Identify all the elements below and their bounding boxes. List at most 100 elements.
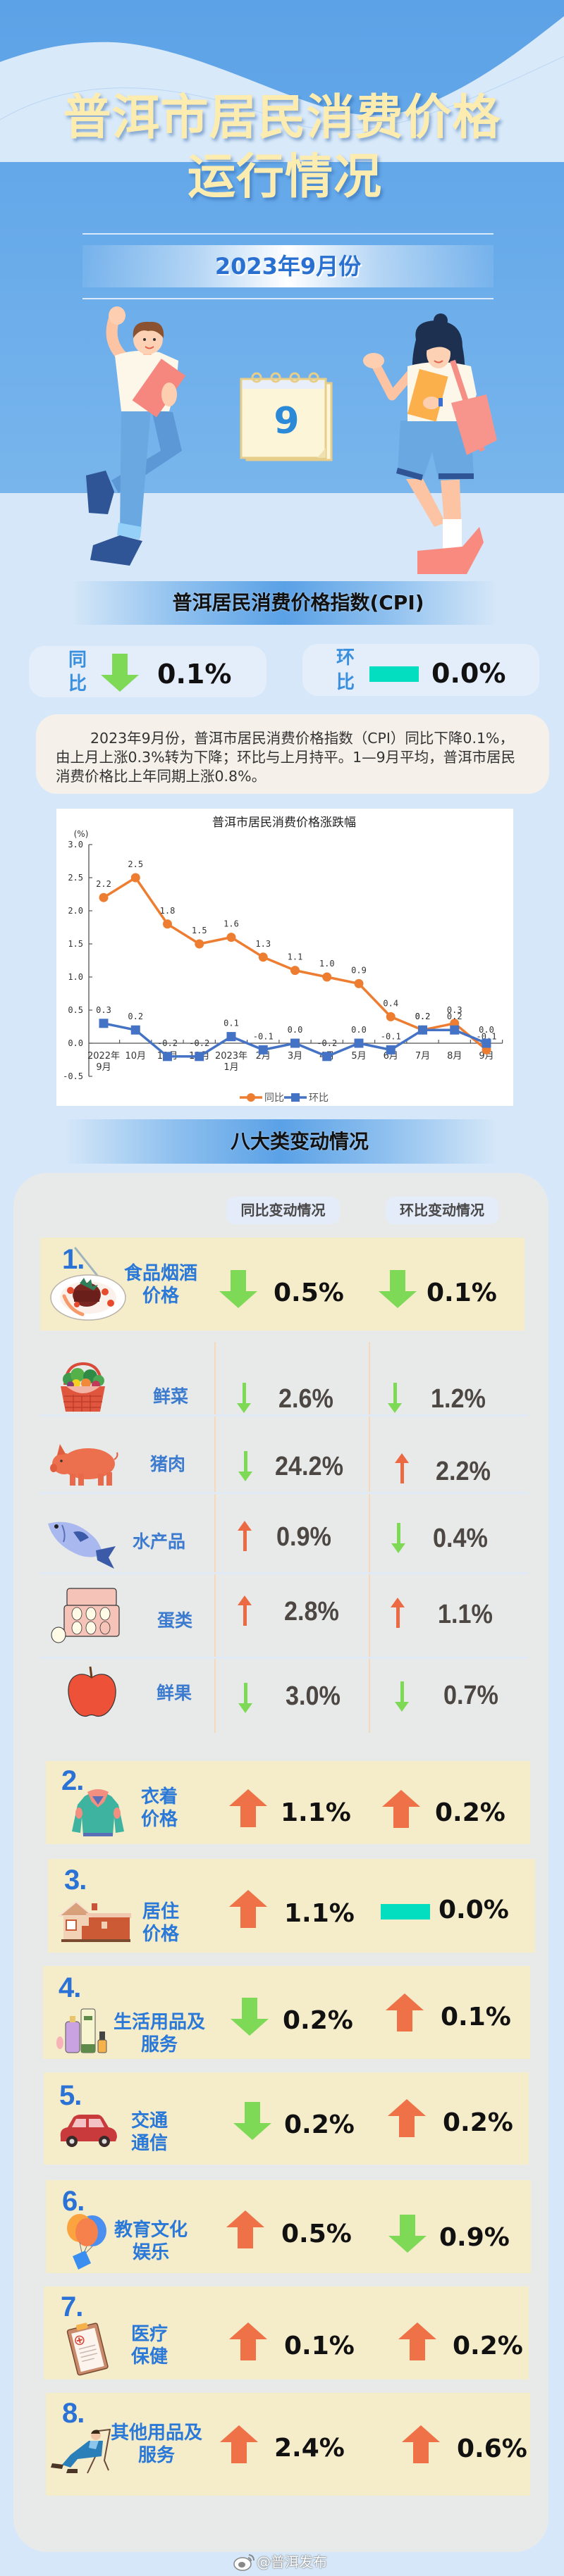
chart-data-label: 0.0 — [351, 1025, 367, 1035]
chart-point-circle — [386, 1012, 396, 1021]
yoy-value: 0.2% — [284, 2110, 355, 2139]
house-icon — [58, 1900, 131, 1942]
chart-point-square — [450, 1025, 460, 1035]
chart-data-label: 0.2 — [415, 1012, 431, 1021]
yoy-arrow-icon — [238, 1595, 252, 1626]
category-label-line2: 服务 — [137, 2445, 175, 2466]
mom-arrow-icon — [379, 1270, 417, 1308]
wave-decoration — [0, 16, 564, 162]
category-index: 6. — [62, 2186, 85, 2217]
chart-data-label: -0.1 — [253, 1031, 274, 1041]
chart-data-label: 0.9 — [351, 965, 367, 975]
chart-frame — [56, 809, 513, 1106]
chart-point-square — [418, 1025, 427, 1035]
mom-arrow-icon — [402, 2425, 440, 2463]
category-label-line2: 服务 — [140, 2034, 178, 2055]
row-divider — [40, 1657, 528, 1659]
chart-y-tick-label: -0.5 — [63, 1071, 83, 1081]
mom-arrow-icon — [388, 1383, 403, 1413]
yoy-arrow-icon — [229, 2322, 267, 2360]
yoy-arrow-icon — [238, 1683, 253, 1713]
category-index: 5. — [59, 2080, 82, 2111]
mom-arrow-icon — [388, 2099, 426, 2137]
cpi-mom-label-top: 环 — [336, 647, 355, 668]
chart-y-tick-label: 1.0 — [68, 972, 83, 982]
chart-y-tick-label: 1.5 — [68, 939, 83, 949]
category-label: 衣着 价格 — [106, 1786, 212, 1831]
chart-point-square — [482, 1038, 491, 1048]
yoy-value: 0.1% — [284, 2332, 355, 2360]
category-label-line2: 价格 — [142, 1286, 179, 1307]
chart-data-label: 2.2 — [96, 879, 111, 889]
cpi-summary-text: 2023年9月份，普洱市居民消费价格指数（CPI）同比下降0.1%，由上月上涨0… — [36, 714, 549, 794]
column-header-yoy: 同比变动情况 — [226, 1197, 340, 1224]
chart-x-tick-label: 1月 — [223, 1062, 238, 1073]
mom-value: 0.1% — [441, 2003, 511, 2031]
mom-value: 0.9% — [439, 2223, 510, 2252]
chart-y-tick-label: 2.0 — [68, 906, 83, 916]
mom-value: 0.0% — [439, 1896, 509, 1924]
chart-data-label: 1.8 — [160, 906, 176, 916]
mom-value: 0.6% — [457, 2434, 527, 2463]
chart-data-label: 1.1 — [288, 952, 303, 962]
egg-carton-icon — [51, 1588, 120, 1643]
row-divider — [40, 1572, 528, 1574]
subitem-label: 鲜果 — [157, 1683, 192, 1703]
mom-arrow-icon — [386, 1993, 424, 2031]
column-header-mom: 环比变动情况 — [386, 1197, 498, 1224]
chart-data-label: 0.4 — [383, 998, 398, 1008]
chart-data-label: -0.2 — [157, 1038, 178, 1048]
category-index: 2. — [61, 1765, 84, 1796]
mom-value: 0.7% — [443, 1681, 498, 1710]
fish-icon — [48, 1522, 116, 1569]
category-label: 生活用品及 服务 — [106, 2011, 212, 2056]
calendar-month: 9 — [274, 400, 300, 442]
cpi-yoy-arrow-icon — [101, 654, 139, 692]
yoy-value: 2.4% — [274, 2434, 345, 2463]
mom-arrow-icon — [388, 2215, 427, 2253]
category-label-line1: 交通 — [130, 2110, 168, 2132]
category-index: 1. — [62, 1244, 85, 1275]
column-divider — [214, 1342, 216, 1733]
mom-arrow-icon — [382, 1790, 420, 1828]
category-label-line1: 教育文化 — [114, 2220, 188, 2241]
category-label-line2: 娱乐 — [132, 2242, 169, 2263]
chart-point-circle — [258, 952, 268, 962]
period-banner: 2023年9月份 — [82, 245, 494, 287]
category-label-line2: 通信 — [130, 2133, 168, 2154]
subitem-label: 鲜菜 — [153, 1386, 189, 1407]
category-label-line2: 价格 — [142, 1924, 179, 1945]
mom-value: 0.2% — [435, 1798, 505, 1827]
category-row-education — [46, 2180, 531, 2273]
chart-legend-label: 环比 — [309, 1093, 329, 1104]
chart-data-label: -0.1 — [477, 1031, 497, 1041]
yoy-arrow-icon — [229, 1789, 267, 1827]
chart-data-label: 0.1 — [223, 1019, 239, 1028]
chart-x-tick-label: 2023年 — [215, 1051, 247, 1062]
category-row-other — [46, 2393, 530, 2496]
yoy-value: 0.5% — [274, 1278, 344, 1307]
clipboard-icon — [66, 2322, 109, 2376]
chart-x-tick-label: 9月 — [96, 1062, 111, 1073]
yoy-value: 3.0% — [286, 1681, 341, 1711]
calendar-icon — [240, 372, 333, 461]
cpi-mom-flat-icon — [369, 655, 419, 693]
chart-point-square — [163, 1052, 172, 1062]
cpi-yoy-label-top: 同 — [68, 649, 87, 671]
category-label-line1: 食品烟酒 — [123, 1263, 197, 1284]
categories-section-title: 八大类变动情况 — [65, 1119, 496, 1164]
chart-point-circle — [195, 939, 204, 949]
yoy-arrow-icon — [233, 2102, 271, 2140]
cpi-yoy-label-bottom: 比 — [68, 673, 87, 695]
mom-arrow-icon — [398, 2322, 436, 2360]
category-label: 食品烟酒 价格 — [108, 1262, 214, 1307]
chart-y-tick-label: 2.5 — [68, 873, 83, 883]
chart-legend-marker — [247, 1093, 255, 1102]
watermark-text: @普洱发布 — [257, 2553, 327, 2570]
watermark: @普洱发布 — [233, 2551, 327, 2572]
category-index: 8. — [62, 2398, 85, 2429]
category-index: 3. — [64, 1865, 87, 1896]
chart-data-label: 0.2 — [128, 1012, 143, 1021]
yoy-value: 0.2% — [283, 2006, 353, 2035]
apple-icon — [68, 1666, 116, 1717]
